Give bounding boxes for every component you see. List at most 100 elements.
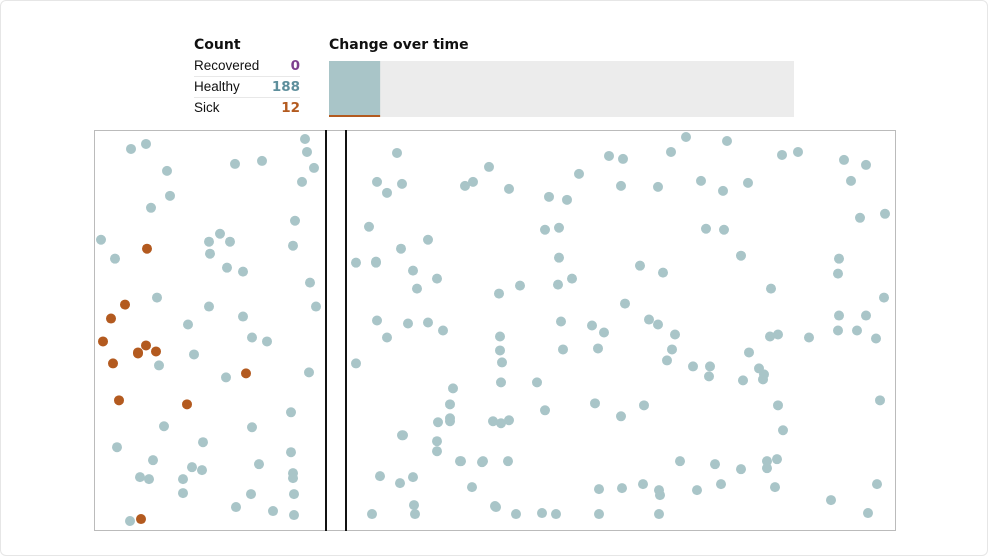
healthy-dot [681,131,691,142]
count-label-sick: Sick [194,100,220,115]
healthy-dot [410,509,420,520]
healthy-dot [833,268,843,279]
healthy-dot [423,234,433,245]
healthy-dot [544,191,554,202]
healthy-dot [696,175,706,186]
healthy-dot [710,459,720,470]
sick-dot [142,243,152,254]
healthy-dot [540,224,550,235]
healthy-dot [477,457,487,468]
healthy-dot [871,333,881,344]
healthy-dot [144,474,154,485]
healthy-dot [433,417,443,428]
healthy-dot [654,509,664,520]
count-label-healthy: Healthy [194,79,240,94]
healthy-dot [300,133,310,144]
healthy-dot [834,253,844,264]
healthy-dot [403,318,413,329]
healthy-dot [593,343,603,354]
healthy-dot [793,146,803,157]
healthy-dot [762,456,772,467]
healthy-dot [590,398,600,409]
healthy-dot [617,483,627,494]
healthy-dot [305,277,315,288]
healthy-dot [268,506,278,517]
healthy-dot [205,248,215,259]
healthy-dot [309,162,319,173]
healthy-dot [221,372,231,383]
healthy-dot [562,194,572,205]
healthy-dot [351,358,361,369]
healthy-dot [762,463,772,474]
healthy-dot [382,332,392,343]
sick-dot [136,514,146,525]
healthy-dot [289,510,299,521]
healthy-dot [766,283,776,294]
healthy-dot [382,187,392,198]
healthy-dot [392,147,402,158]
healthy-dot [204,236,214,247]
healthy-dot [286,407,296,418]
healthy-dot [159,421,169,432]
healthy-dot [288,473,298,484]
healthy-dot [154,360,164,371]
healthy-dot [855,212,865,223]
healthy-dot [616,411,626,422]
count-value-recovered: 0 [290,58,300,74]
healthy-dot [445,399,455,410]
healthy-dot [770,482,780,493]
healthy-dot [504,415,514,426]
healthy-dot [778,425,788,436]
healthy-dot [553,279,563,290]
healthy-dot [719,224,729,235]
healthy-dot [146,202,156,213]
healthy-dot [558,344,568,355]
healthy-dot [230,158,240,169]
healthy-dot [408,265,418,276]
healthy-dot [537,508,547,519]
healthy-dot [247,422,257,433]
healthy-dot [504,183,514,194]
healthy-dot [304,367,314,378]
healthy-dot [364,221,374,232]
healthy-dot [148,455,158,466]
healthy-dot [839,154,849,165]
healthy-dot [599,327,609,338]
healthy-dot [409,500,419,511]
healthy-dot [495,331,505,342]
count-value-sick: 12 [281,100,300,116]
change-over-time-chart [329,61,794,117]
healthy-dot [198,437,208,448]
healthy-dot [667,344,677,355]
healthy-dot [554,252,564,263]
sick-dot [106,313,116,324]
healthy-dot [178,488,188,499]
healthy-dot [152,292,162,303]
healthy-dot [445,416,455,427]
healthy-dot [638,479,648,490]
healthy-dot [503,456,513,467]
healthy-area [329,61,381,115]
healthy-dot [456,456,466,467]
healthy-dot [468,176,478,187]
count-row-sick: Sick 12 [194,98,300,118]
healthy-dot [618,153,628,164]
healthy-dot [540,405,550,416]
healthy-dot [178,474,188,485]
healthy-dot [675,456,685,467]
healthy-dot [852,325,862,336]
healthy-dot [135,472,145,483]
healthy-dot [532,377,542,388]
healthy-dot [288,240,298,251]
healthy-dot [290,215,300,226]
healthy-dot [375,471,385,482]
healthy-dot [875,395,885,406]
healthy-dot [688,361,698,372]
healthy-dot [604,150,614,161]
healthy-dot [738,375,748,386]
healthy-dot [861,159,871,170]
healthy-dot [594,484,604,495]
healthy-dot [511,509,521,520]
healthy-dot [438,325,448,336]
healthy-dot [187,462,197,473]
